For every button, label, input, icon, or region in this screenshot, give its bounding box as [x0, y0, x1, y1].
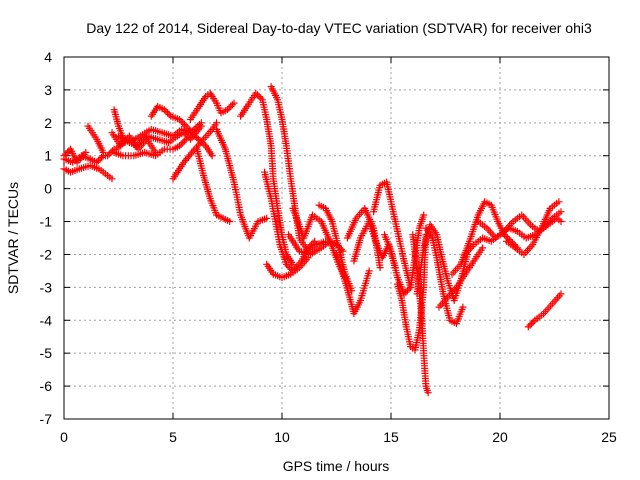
- data-point: [557, 290, 565, 298]
- data-point: [63, 148, 71, 156]
- data-point: [226, 218, 234, 225]
- y-tick-label: 1: [44, 148, 52, 164]
- y-tick-label: -4: [40, 312, 53, 328]
- data-point: [252, 89, 260, 97]
- data-point: [62, 150, 70, 158]
- data-point: [420, 211, 428, 219]
- data-point: [282, 260, 290, 268]
- data-point: [196, 121, 203, 128]
- data-point: [152, 148, 160, 156]
- x-axis-label: GPS time / hours: [283, 458, 390, 474]
- data-point: [93, 158, 101, 166]
- data-point: [105, 150, 113, 158]
- data-point: [98, 153, 106, 161]
- data-point: [304, 244, 312, 252]
- data-point: [99, 148, 107, 156]
- y-tick-label: -1: [40, 214, 53, 230]
- data-point: [284, 262, 292, 270]
- data-point: [524, 323, 532, 331]
- data-point: [306, 242, 314, 250]
- plot-frame: [63, 56, 610, 420]
- data-point: [257, 94, 265, 102]
- data-point: [164, 109, 172, 117]
- data-point: [177, 117, 185, 125]
- data-point: [557, 218, 565, 225]
- data-point: [180, 121, 188, 128]
- y-tick-label: -7: [40, 411, 53, 427]
- data-point: [180, 137, 188, 145]
- data-point: [254, 91, 261, 99]
- y-axis-label: SDTVAR / TECUs: [5, 182, 21, 294]
- data-point: [60, 152, 68, 160]
- data-point: [94, 157, 102, 165]
- data-point: [165, 111, 173, 119]
- x-tick-label: 0: [60, 429, 68, 445]
- chart-title: Day 122 of 2014, Sidereal Day-to-day VTE…: [86, 20, 592, 36]
- data-point: [403, 287, 411, 295]
- x-tick-label: 5: [169, 429, 177, 445]
- y-tick-label: -2: [40, 246, 53, 262]
- x-tick-label: 10: [274, 429, 290, 445]
- data-point: [213, 119, 221, 127]
- data-point: [160, 106, 168, 114]
- data-point: [376, 264, 384, 272]
- data-point: [286, 264, 294, 272]
- data-point: [255, 93, 263, 100]
- data-point: [225, 104, 233, 112]
- y-tick-label: 4: [44, 49, 52, 65]
- data-point: [479, 244, 487, 252]
- data-point: [82, 148, 90, 156]
- data-point: [179, 119, 187, 127]
- y-tick-label: 2: [44, 115, 52, 131]
- data-point: [176, 142, 183, 150]
- data-point: [529, 318, 537, 326]
- data-point: [402, 288, 410, 296]
- data-point: [307, 241, 315, 249]
- x-tick-label: 15: [383, 429, 399, 445]
- axis-ticks: 0 5 10 15 20 25 -7 -6 -5 -4 -3 -2 -1 0 1 2 3 4: [40, 49, 617, 445]
- data-point: [528, 320, 536, 328]
- data-point: [179, 139, 187, 147]
- y-tick-label: -6: [40, 378, 53, 394]
- data-point: [459, 303, 467, 311]
- x-tick-label: 20: [492, 429, 508, 445]
- y-tick-label: -3: [40, 279, 53, 295]
- data-point: [555, 198, 563, 206]
- x-tick-label: 25: [601, 429, 617, 445]
- data-point: [108, 175, 116, 183]
- data-point: [230, 99, 238, 107]
- data-point: [311, 237, 319, 245]
- data-point: [109, 147, 116, 155]
- data-point: [197, 119, 205, 127]
- y-tick-label: -5: [40, 345, 53, 361]
- data-point: [365, 267, 373, 275]
- data-point: [228, 101, 236, 109]
- data-point: [176, 116, 183, 123]
- data-point: [504, 234, 512, 242]
- data-point: [177, 140, 185, 148]
- data-point: [526, 321, 534, 329]
- data-point: [183, 132, 191, 140]
- data-point: [557, 208, 565, 216]
- y-tick-label: 0: [44, 181, 52, 197]
- data-point: [208, 152, 216, 160]
- data-point: [104, 152, 112, 160]
- data-point: [162, 107, 170, 115]
- data-point: [263, 214, 271, 222]
- data-point: [339, 247, 347, 255]
- y-tick-label: 3: [44, 82, 52, 98]
- data-point: [309, 239, 317, 247]
- data-point: [405, 285, 413, 293]
- data-markers: [60, 83, 565, 397]
- data-point: [227, 102, 235, 110]
- data-point: [96, 155, 104, 163]
- data-point: [424, 389, 432, 397]
- data-point: [224, 106, 231, 114]
- data-point: [207, 91, 215, 99]
